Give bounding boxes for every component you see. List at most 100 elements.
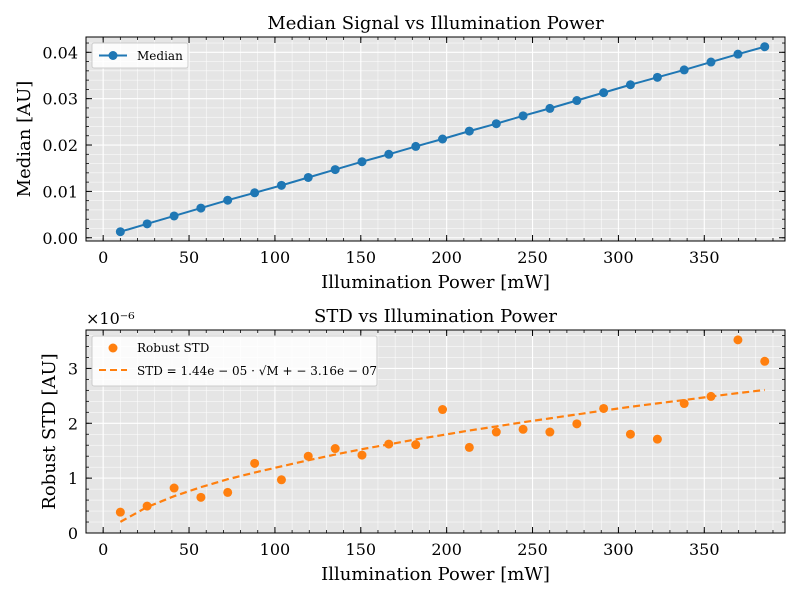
median-x-axis-label: Illumination Power [mW] — [321, 272, 550, 293]
x-tick-label: 350 — [689, 248, 720, 267]
median-point — [545, 103, 555, 113]
y-tick-label: 3 — [68, 359, 78, 378]
std-point — [464, 442, 474, 452]
std-legend-label-fit: STD = 1.44e − 05 · √M + − 3.16e − 07 — [137, 364, 377, 378]
median-point — [438, 134, 448, 144]
std-axes-frame — [85, 329, 786, 534]
std-point — [250, 458, 260, 468]
median-legend-label: Median — [137, 49, 183, 63]
std-point — [438, 405, 448, 415]
median-point — [733, 49, 743, 59]
std-point — [169, 483, 179, 493]
median-point — [706, 57, 716, 67]
median-legend-box — [91, 42, 189, 69]
std-chart-title: STD vs Illumination Power — [314, 306, 557, 327]
median-y-axis-label: Median [AU] — [14, 81, 35, 198]
std-point — [706, 391, 716, 401]
median-point — [142, 219, 152, 229]
median-grid — [85, 37, 785, 241]
std-point — [384, 439, 394, 449]
x-tick-label: 50 — [179, 540, 199, 559]
median-point — [518, 111, 528, 121]
std-subplot: 0 50 100 150 200 250 300 350 0 1 2 3 STD vs Illumin… — [39, 306, 786, 585]
median-point — [303, 172, 313, 182]
y-tick-label: 2 — [68, 414, 78, 433]
median-point — [679, 65, 689, 75]
x-tick-label: 150 — [346, 540, 377, 559]
median-point — [652, 72, 662, 82]
median-legend-marker — [108, 51, 118, 60]
median-ticks: 0 50 100 150 200 250 300 350 0.00 0.01 0.02 0.03 0.0… — [42, 37, 785, 267]
std-point — [142, 501, 152, 511]
std-legend-marker — [108, 343, 118, 353]
std-legend-box — [91, 335, 378, 387]
median-point — [411, 141, 421, 151]
median-point — [760, 42, 770, 52]
x-tick-label: 0 — [98, 248, 108, 267]
std-point — [599, 403, 609, 413]
std-point — [545, 427, 555, 437]
x-tick-label: 150 — [346, 248, 377, 267]
std-point — [115, 507, 125, 517]
median-series — [115, 42, 770, 237]
x-tick-label: 50 — [179, 248, 199, 267]
std-ticks: 0 50 100 150 200 250 300 350 0 1 2 3 — [68, 330, 785, 559]
median-legend: Median — [91, 42, 189, 69]
x-tick-label: 100 — [260, 540, 291, 559]
std-y-axis-label: Robust STD [AU] — [39, 353, 60, 509]
x-tick-label: 100 — [260, 248, 291, 267]
y-tick-label: 0 — [68, 524, 78, 543]
std-point — [572, 419, 582, 429]
median-point — [250, 188, 260, 198]
std-point — [303, 451, 313, 461]
y-tick-label: 0.02 — [42, 136, 78, 155]
median-point — [384, 149, 394, 159]
median-point — [491, 119, 501, 129]
median-point — [223, 195, 233, 205]
std-point — [357, 450, 367, 460]
median-point — [330, 165, 340, 175]
std-point — [491, 427, 501, 437]
std-point — [760, 356, 770, 366]
std-point — [625, 429, 635, 439]
x-tick-label: 300 — [603, 540, 634, 559]
x-tick-label: 0 — [98, 540, 108, 559]
y-tick-label: 0.04 — [42, 43, 78, 62]
median-point — [196, 203, 206, 213]
std-point — [276, 475, 286, 485]
std-point — [330, 444, 340, 454]
x-tick-label: 200 — [431, 540, 462, 559]
std-point — [652, 434, 662, 444]
std-point — [223, 487, 233, 497]
median-point — [625, 80, 635, 90]
median-point — [599, 88, 609, 98]
median-point — [357, 157, 367, 167]
std-x-axis-label: Illumination Power [mW] — [321, 564, 550, 585]
x-tick-label: 200 — [431, 248, 462, 267]
median-point — [169, 211, 179, 221]
x-tick-label: 250 — [517, 248, 548, 267]
x-tick-label: 350 — [689, 540, 720, 559]
median-point — [115, 227, 125, 237]
median-chart-title: Median Signal vs Illumination Power — [267, 13, 604, 34]
median-axes-frame — [85, 36, 786, 242]
y-tick-label: 0.03 — [42, 90, 78, 109]
median-point — [572, 96, 582, 106]
std-point — [518, 424, 528, 434]
std-series — [115, 335, 770, 523]
x-tick-label: 250 — [517, 540, 548, 559]
std-y-offset-text: ×10⁻⁶ — [86, 309, 135, 328]
std-point — [411, 440, 421, 450]
y-tick-label: 1 — [68, 469, 78, 488]
std-point — [679, 399, 689, 409]
fit-curve — [119, 388, 765, 523]
std-point — [196, 492, 206, 502]
median-subplot: 0 50 100 150 200 250 300 350 0.00 0.01 0.02 0.03 0.0… — [14, 13, 786, 293]
y-tick-label: 0.00 — [42, 229, 78, 248]
std-legend-label-points: Robust STD — [137, 341, 209, 355]
std-point — [733, 335, 743, 345]
std-legend: Robust STD STD = 1.44e − 05 · √M + − 3.1… — [91, 335, 378, 387]
median-point — [464, 126, 474, 136]
median-point — [276, 180, 286, 190]
